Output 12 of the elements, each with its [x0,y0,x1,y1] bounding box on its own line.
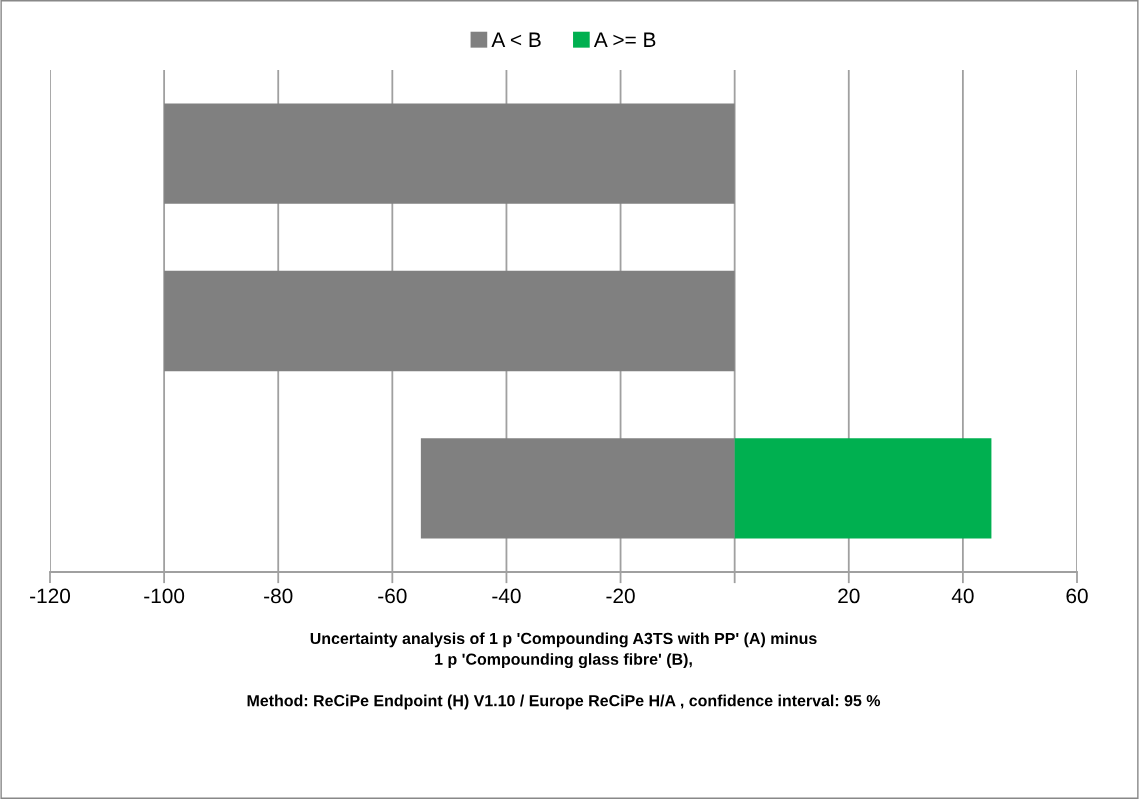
x-tick-label: -80 [264,588,293,604]
legend-label: A >= B [593,32,656,47]
x-tick-label: -40 [492,588,521,604]
x-tick-label: -120 [30,588,71,604]
x-tick-label: 60 [1066,588,1088,604]
x-tick-label: -60 [378,588,407,604]
x-tick-label: -20 [606,588,635,604]
legend-label: A < B [491,32,541,47]
x-tick-label: -100 [144,588,185,604]
x-tick-label: 40 [951,588,974,604]
x-tick-label: 20 [838,588,860,604]
text: Uncertainty analysis of 1 p 'Compounding A3TS with PP' (A) minus 1 p 'Compounding glass fibre' (B), Method: ReCiPe Endpoint (H) V1.10 / Europe ReCiPe H/A , confidence interval: 95 % [247,632,881,710]
